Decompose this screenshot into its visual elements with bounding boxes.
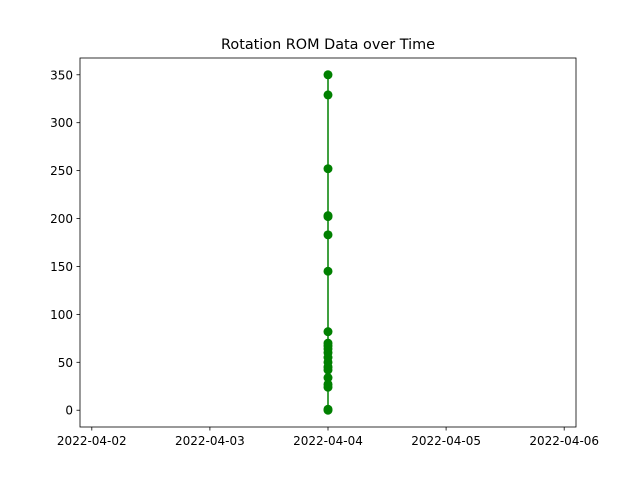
data-point	[323, 338, 333, 348]
data-point	[323, 379, 333, 389]
series-layer	[323, 70, 333, 415]
y-tick-label: 200	[50, 212, 73, 226]
data-point	[323, 266, 333, 276]
y-tick-label: 0	[65, 404, 73, 418]
data-point	[323, 404, 333, 414]
chart-title: Rotation ROM Data over Time	[221, 37, 435, 53]
data-point	[323, 70, 333, 80]
y-tick-label: 150	[50, 260, 73, 274]
data-point	[323, 327, 333, 337]
data-point	[323, 230, 333, 240]
y-axis: 0 50 100 150 200 250 300 350	[50, 68, 80, 418]
x-tick-label: 2022-04-04	[293, 434, 363, 448]
y-tick-label: 350	[50, 68, 73, 82]
data-point	[323, 90, 333, 100]
y-tick-label: 250	[50, 164, 73, 178]
y-tick-label: 100	[50, 308, 73, 322]
x-tick-label: 2022-04-03	[175, 434, 245, 448]
x-tick-label: 2022-04-06	[529, 434, 599, 448]
x-axis: 2022-04-02 2022-04-03 2022-04-04 2022-04-05…	[57, 427, 599, 448]
x-tick-label: 2022-04-02	[57, 434, 127, 448]
data-point	[323, 211, 333, 221]
x-tick-label: 2022-04-05	[411, 434, 481, 448]
y-tick-label: 50	[58, 356, 73, 370]
data-point	[323, 373, 333, 383]
data-point	[323, 164, 333, 174]
y-tick-label: 300	[50, 116, 73, 130]
